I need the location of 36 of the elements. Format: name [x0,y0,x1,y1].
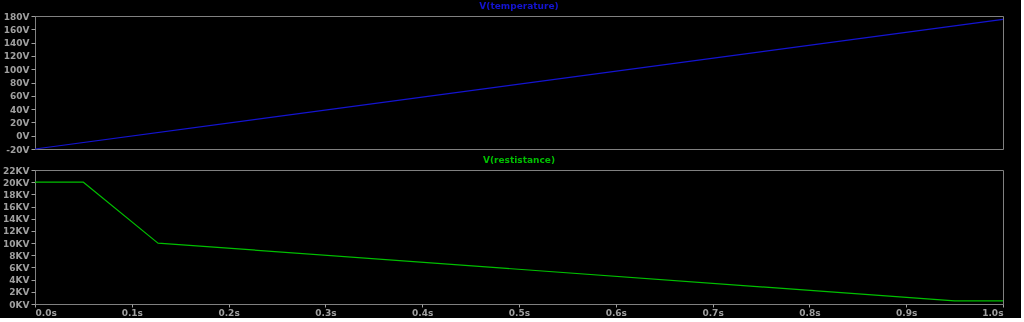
y-tick-label: 60V [10,91,30,102]
y-tick-label: 4KV [9,275,30,286]
y-tick-label: 40V [10,104,30,115]
x-tick-label: 0.1s [121,307,143,318]
x-tick-label: 0.0s [35,307,57,318]
y-tick-label: 22KV [3,165,30,176]
y-tick-label: 20V [10,117,30,128]
x-tick-label: 0.6s [605,307,627,318]
y-tick-label: 0V [16,131,30,142]
y-tick-label: 10KV [3,238,30,249]
y-tick-label: 16KV [3,202,30,213]
x-tick-label: 0.2s [218,307,240,318]
y-tick-label: 180V [3,11,30,22]
y-tick-label: 0KV [9,299,30,310]
x-tick-label: 0.8s [799,307,821,318]
x-tick-label: 1.0s [982,307,1004,318]
y-tick-label: 14KV [3,214,30,225]
y-tick-label: 18KV [3,189,30,200]
x-tick-label: 0.7s [702,307,724,318]
y-tick-label: 6KV [9,262,30,273]
y-tick-label: -20V [6,144,30,155]
chart-title: V(restistance) [482,155,556,165]
y-tick-label: 120V [3,51,30,62]
y-tick-label: 80V [10,78,30,88]
y-tick-label: 2KV [9,287,30,298]
y-tick-label: 100V [3,64,30,75]
x-tick-label: 0.5s [508,307,531,318]
y-tick-label: 12KV [3,226,30,237]
chart-title: V(temperature) [479,1,559,11]
y-tick-label: 8KV [9,250,30,261]
y-tick-label: 160V [3,24,30,35]
y-tick-label: 140V [3,38,30,49]
x-tick-label: 0.4s [412,307,434,318]
x-tick-label: 0.9s [896,307,918,318]
y-tick-label: 20KV [3,177,30,188]
x-tick-label: 0.3s [315,307,337,318]
